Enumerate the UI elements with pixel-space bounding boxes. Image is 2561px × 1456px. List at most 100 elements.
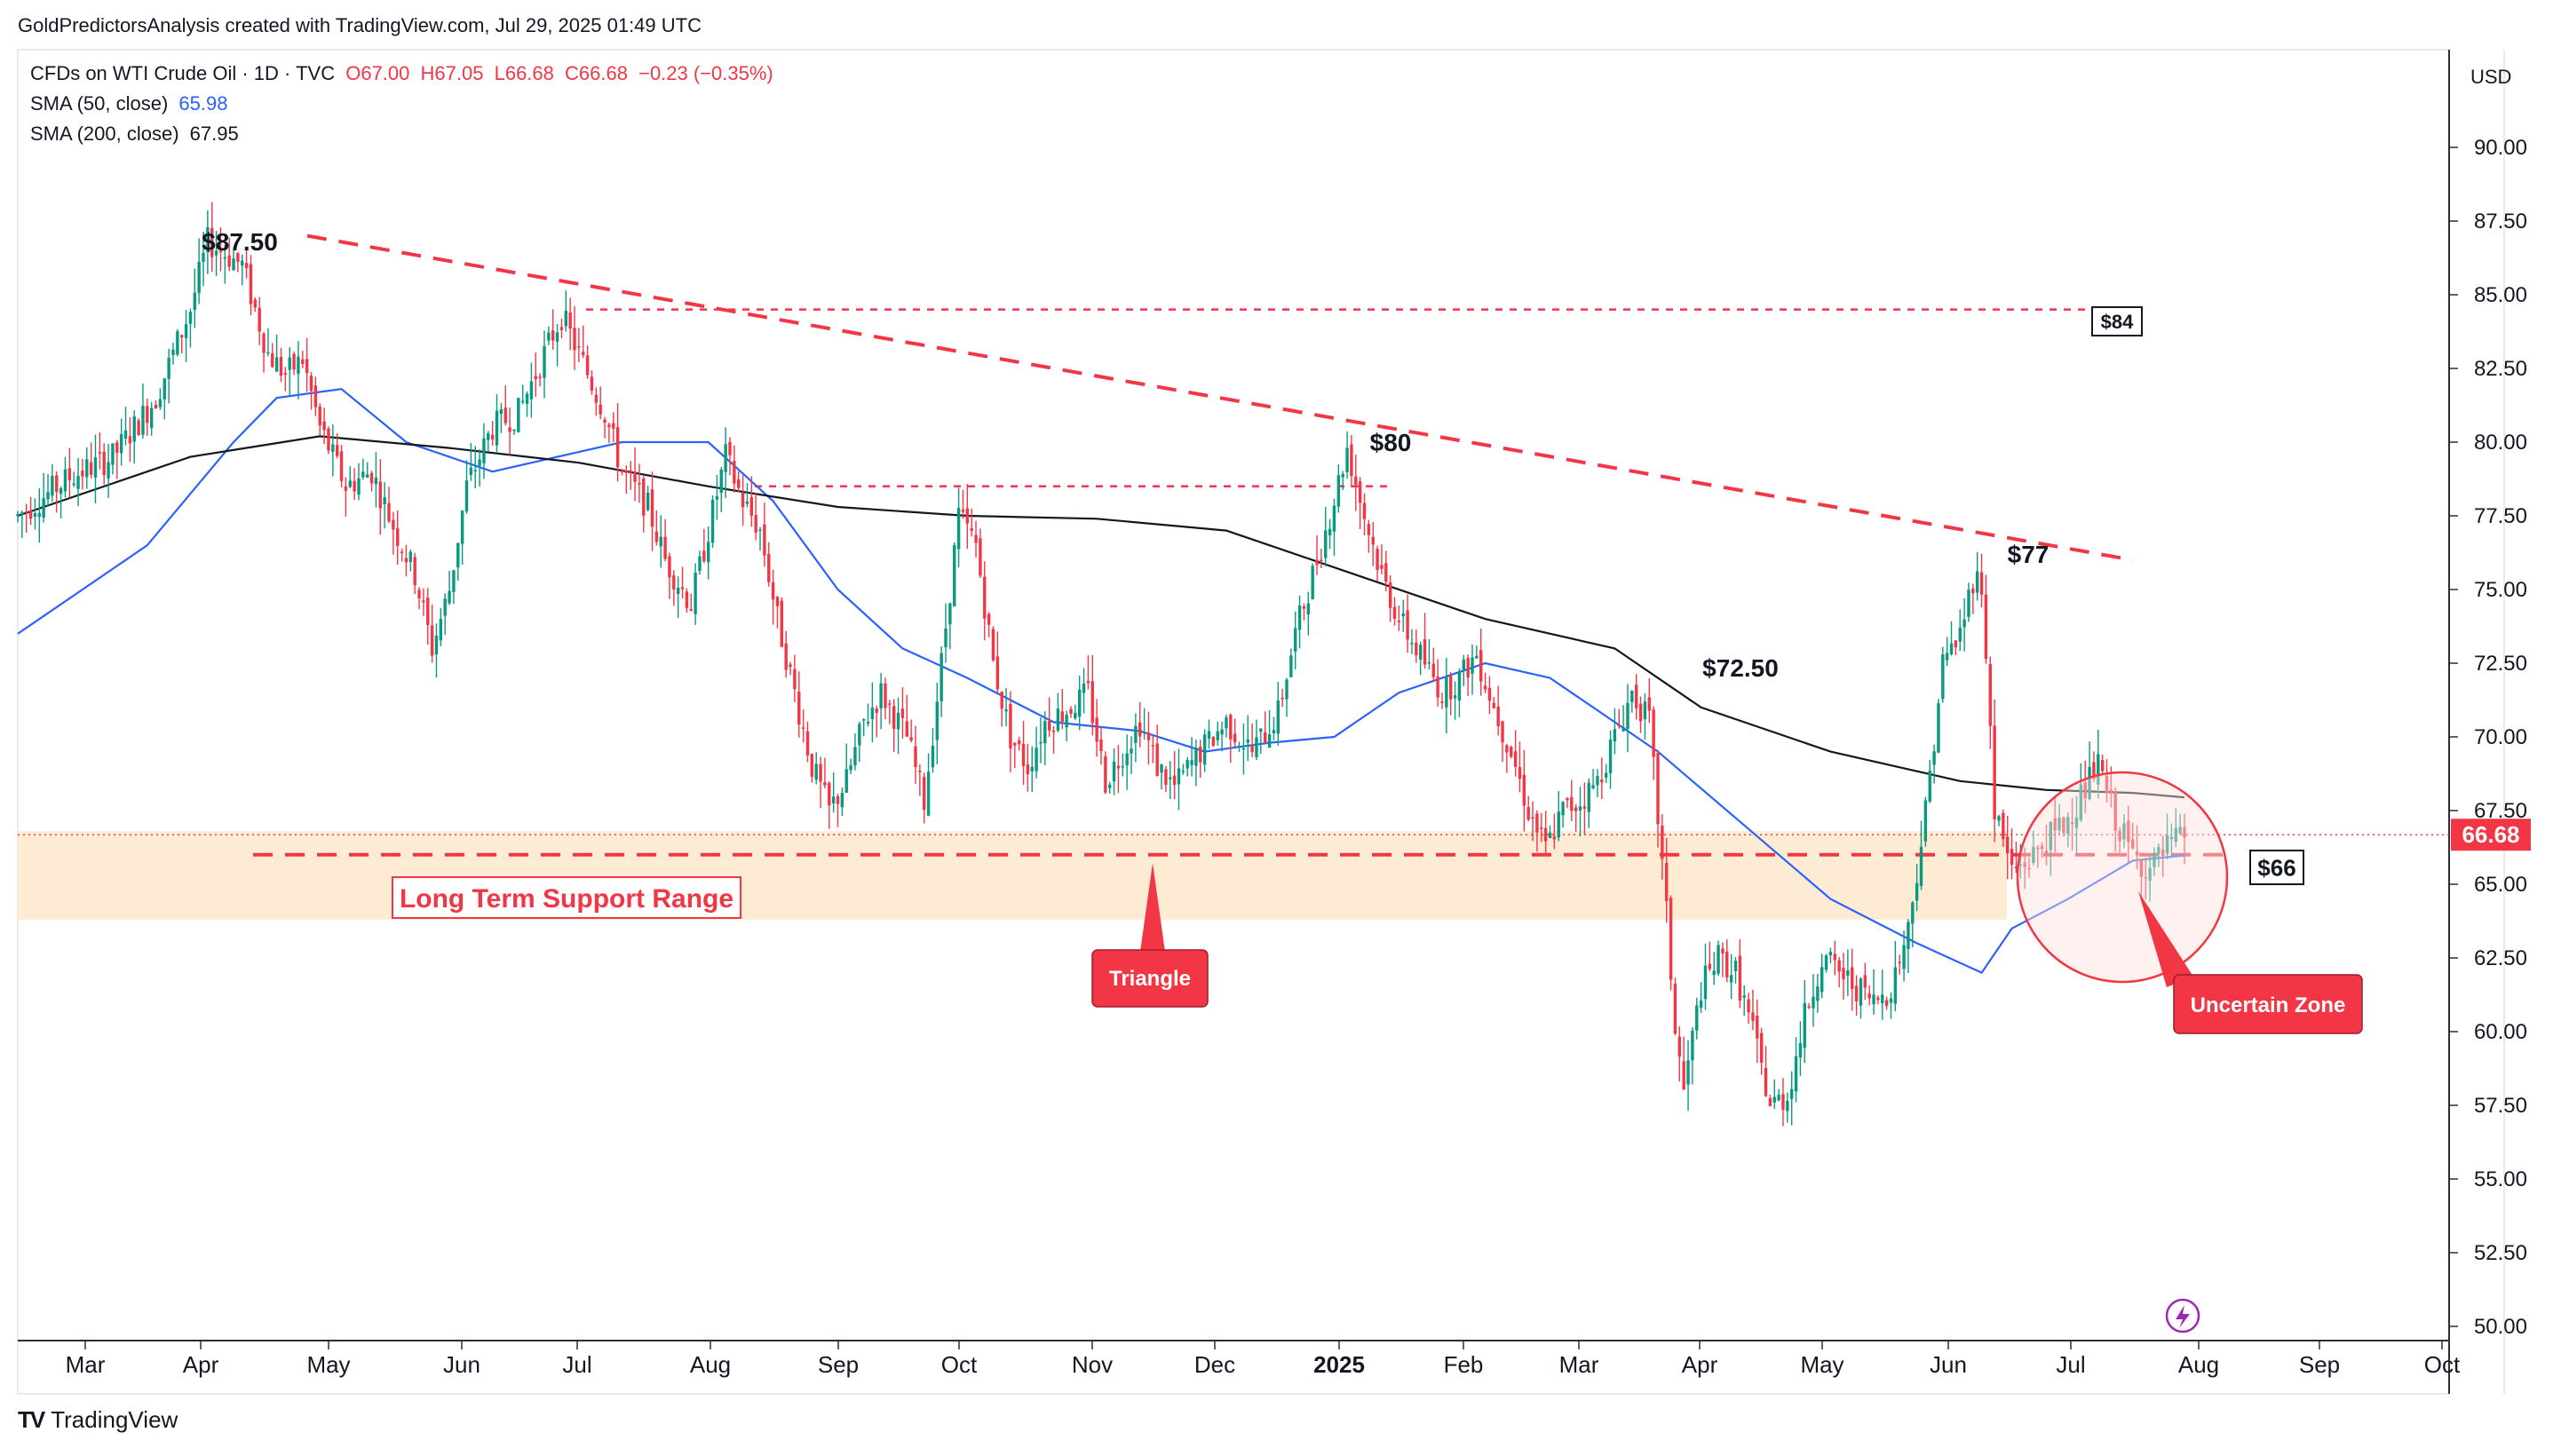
candle-body — [1557, 811, 1560, 838]
candle-body — [452, 570, 456, 592]
candle-body — [1367, 524, 1371, 535]
candle-body — [2053, 818, 2057, 831]
candle-body — [1621, 727, 1625, 732]
candle-body — [1483, 685, 1487, 690]
candle-body — [503, 408, 507, 423]
candle-body — [188, 312, 193, 324]
candle-body — [111, 443, 115, 465]
y-tick-label: 80.00 — [2474, 431, 2527, 455]
candle-body — [1846, 970, 1850, 977]
candle-body — [1647, 697, 1651, 711]
candle-body — [473, 470, 477, 471]
candle-body — [1993, 725, 1996, 819]
candle-body — [301, 359, 305, 364]
candle-body — [2070, 822, 2074, 825]
candle-body — [1336, 475, 1341, 507]
candle-body — [241, 260, 244, 266]
candle-body — [654, 531, 659, 542]
candle-body — [1513, 751, 1518, 767]
candle-body — [582, 352, 585, 355]
candle-body — [771, 582, 775, 600]
candle-body — [1889, 998, 1893, 1003]
candle-body — [1626, 702, 1629, 730]
open-value: O67.00 — [345, 62, 410, 84]
x-tick-label: Nov — [1072, 1351, 1113, 1378]
candle-body — [1907, 922, 1910, 949]
candle-body — [1863, 975, 1867, 988]
candle-body — [1837, 960, 1841, 972]
y-tick-label: 65.00 — [2474, 873, 2527, 897]
candle-body — [1794, 1056, 1798, 1092]
candle-body — [1725, 951, 1729, 977]
candle-body — [1121, 766, 1125, 768]
sma200-label: SMA (200, close) — [30, 123, 179, 145]
currency-label[interactable]: USD — [2470, 66, 2512, 88]
support-range-label: Long Term Support Range — [400, 884, 733, 914]
candle-body — [1328, 528, 1332, 536]
candle-body — [931, 746, 935, 768]
candle-body — [1535, 813, 1539, 833]
candle-body — [258, 307, 261, 332]
candle-body — [2178, 827, 2182, 835]
candle-body — [1069, 708, 1073, 714]
candle-body — [983, 576, 987, 619]
candle-body — [2130, 839, 2135, 849]
candle-body — [1531, 817, 1534, 819]
candle-body — [638, 483, 641, 485]
high-value: H67.05 — [420, 62, 484, 84]
candle-body — [559, 327, 564, 330]
candle-body — [146, 406, 149, 423]
y-tick-label: 67.50 — [2474, 799, 2527, 823]
candle-body — [529, 381, 534, 400]
last-price-label: 66.68 — [2462, 821, 2519, 848]
sma200-legend[interactable]: SMA (200, close) 67.95 — [30, 123, 239, 146]
candle-body — [995, 656, 1000, 690]
candle-body — [1851, 967, 1854, 989]
candle-body — [1146, 732, 1151, 740]
tradingview-brand[interactable]: TV TradingView — [18, 1406, 178, 1434]
candle-body — [858, 724, 861, 746]
candle-body — [642, 478, 646, 516]
candle-body — [353, 480, 356, 492]
candle-body — [1932, 751, 1936, 765]
candle-body — [935, 701, 939, 740]
candle-body — [831, 796, 836, 803]
candle-body — [676, 587, 680, 594]
candle-body — [1902, 945, 1906, 969]
candle-body — [1578, 806, 1582, 811]
candle-body — [1185, 760, 1189, 769]
x-tick-label: May — [1800, 1351, 1843, 1378]
candle-body — [810, 754, 814, 778]
candle-body — [1656, 752, 1660, 825]
candle-body — [1824, 955, 1828, 970]
candle-body — [1915, 882, 1919, 901]
candle-body — [2135, 851, 2139, 856]
candle-body — [2174, 827, 2177, 843]
candle-body — [244, 263, 249, 268]
candle-body — [1923, 800, 1928, 842]
candle-body — [875, 708, 878, 713]
candle-body — [745, 501, 749, 504]
candle-body — [694, 573, 697, 614]
candle-body — [1009, 703, 1012, 749]
candle-body — [612, 423, 615, 429]
candle-body — [1756, 1016, 1759, 1039]
candle-body — [814, 764, 818, 780]
brand-name: TradingView — [51, 1406, 178, 1433]
candle-body — [1574, 807, 1578, 811]
candle-body — [1074, 712, 1077, 718]
candle-body — [2014, 866, 2018, 868]
candle-body — [905, 721, 908, 737]
symbol-legend[interactable]: CFDs on WTI Crude Oil · 1D · TVC O67.00 … — [30, 62, 773, 85]
candle-body — [202, 252, 205, 262]
candle-body — [1233, 733, 1237, 742]
candle-body — [970, 528, 973, 531]
candle-body — [1341, 473, 1344, 478]
candle-body — [1954, 640, 1958, 648]
sma50-value: 65.98 — [178, 92, 228, 115]
y-tick-label: 72.50 — [2474, 652, 2527, 676]
candle-body — [1026, 764, 1030, 774]
sma50-legend[interactable]: SMA (50, close) 65.98 — [30, 92, 227, 115]
candle-body — [1997, 816, 2001, 821]
